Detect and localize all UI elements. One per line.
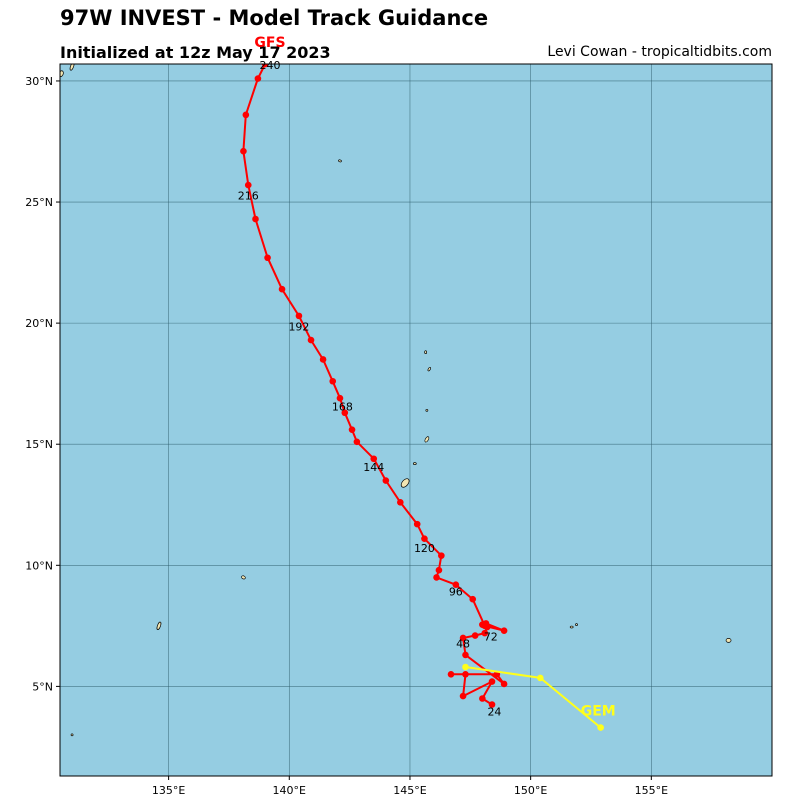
gfs-track-point	[471, 632, 479, 639]
x-tick-label: 135°E	[152, 784, 185, 797]
gfs-track-point	[353, 438, 361, 446]
gfs-track-point	[319, 356, 327, 363]
gfs-hour-label: 96	[449, 586, 463, 599]
island-pohnpei	[725, 638, 732, 643]
y-tick-label: 30°N	[25, 75, 53, 88]
island-anatahan	[425, 408, 429, 412]
gfs-track-point	[452, 581, 460, 588]
gfs-model-label: GFS	[254, 35, 285, 51]
y-tick-label: 25°N	[25, 196, 53, 209]
island-pagan	[427, 366, 431, 372]
x-tick-label: 140°E	[273, 784, 306, 797]
gfs-track-point	[438, 552, 445, 559]
island-daito-b	[69, 64, 75, 71]
gfs-track-point	[261, 64, 269, 68]
gfs-hour-label: 168	[332, 400, 353, 413]
gfs-track-point	[435, 566, 443, 574]
y-tick-label: 15°N	[25, 438, 53, 451]
gfs-track-point	[348, 426, 356, 433]
gfs-track-point	[264, 254, 271, 262]
gfs-track-point	[254, 75, 262, 82]
lat-lon-grid	[60, 64, 772, 776]
gfs-track-point	[481, 622, 489, 630]
forecast-hour-labels: 24 48 72 96 120 144 168 192 216 240	[238, 59, 502, 719]
map-frame	[59, 63, 773, 777]
island-chuuk-b	[575, 623, 578, 626]
gfs-track-point	[488, 678, 496, 685]
gem-track-point	[536, 674, 544, 682]
gfs-track-point	[242, 111, 250, 119]
y-tick-label: 5°N	[32, 680, 53, 693]
gfs-track-point	[252, 215, 259, 223]
gfs-track-point	[481, 629, 489, 637]
gem-model-label: GEM	[581, 703, 616, 719]
gfs-track-point	[341, 409, 349, 417]
x-tick-label: 155°E	[635, 784, 668, 797]
gfs-track-point	[382, 477, 390, 484]
gfs-track-point	[329, 377, 337, 385]
ocean-background	[60, 64, 772, 776]
gfs-track-point	[240, 147, 247, 155]
island-okinotori	[70, 733, 74, 737]
gfs-track-point	[244, 181, 252, 189]
gfs-hour-label: 192	[288, 320, 309, 333]
island-yap	[241, 575, 246, 580]
y-tick-label: 10°N	[25, 559, 53, 572]
model-tracks	[240, 64, 604, 731]
gfs-track-point	[336, 394, 344, 402]
island-guam	[400, 478, 410, 488]
island-chuuk	[569, 625, 574, 629]
gfs-hour-label: 48	[456, 638, 470, 651]
gfs-track-point	[500, 680, 508, 688]
gfs-track-point	[397, 499, 404, 506]
island-saipan	[424, 436, 430, 443]
gfs-track-point	[447, 670, 455, 678]
gfs-track-point	[421, 535, 428, 542]
gfs-track-point	[433, 574, 440, 581]
gfs-track-point	[469, 595, 477, 603]
map-title: 97W INVEST - Model Track Guidance	[60, 6, 489, 30]
gfs-hour-label: 216	[238, 190, 259, 203]
x-tick-label: 145°E	[393, 784, 426, 797]
gfs-track-point	[488, 701, 496, 708]
gfs-track-point	[295, 312, 303, 320]
island-agrihan	[424, 350, 428, 355]
map-axes: 135°E 140°E 145°E 150°E 155°E 5°N 10°N 15°N 20°N…	[25, 75, 668, 797]
gfs-track-point	[413, 520, 421, 528]
gfs-track-point	[459, 692, 467, 700]
model-name-labels: GFS GEM	[254, 35, 615, 719]
gfs-track-point	[278, 285, 286, 293]
y-tick-label: 20°N	[25, 317, 53, 330]
gem-track-point	[597, 724, 604, 731]
gfs-hour-label: 72	[484, 630, 498, 643]
gfs-track-point	[307, 336, 315, 344]
gem-track-point	[462, 663, 469, 671]
landmasses	[60, 64, 732, 737]
x-tick-label: 150°E	[514, 784, 547, 797]
gfs-hour-label: 120	[414, 542, 435, 555]
gfs-hour-label: 240	[259, 59, 280, 72]
gfs-track-point	[462, 651, 469, 659]
gfs-track-point	[500, 627, 508, 634]
gfs-track-point	[462, 670, 469, 678]
init-subtitle: Initialized at 12z May 17 2023	[60, 43, 331, 62]
gfs-track-point	[479, 695, 486, 702]
gfs-hour-label: 144	[363, 461, 384, 474]
gfs-track-point	[370, 455, 378, 463]
gfs-hour-label: 24	[487, 705, 501, 718]
island-palau	[156, 621, 162, 630]
gfs-track-point	[459, 634, 467, 642]
island-iwo-jima	[338, 159, 342, 163]
island-tinian	[412, 462, 417, 465]
credit-text: Levi Cowan - tropicaltidbits.com	[547, 44, 772, 60]
